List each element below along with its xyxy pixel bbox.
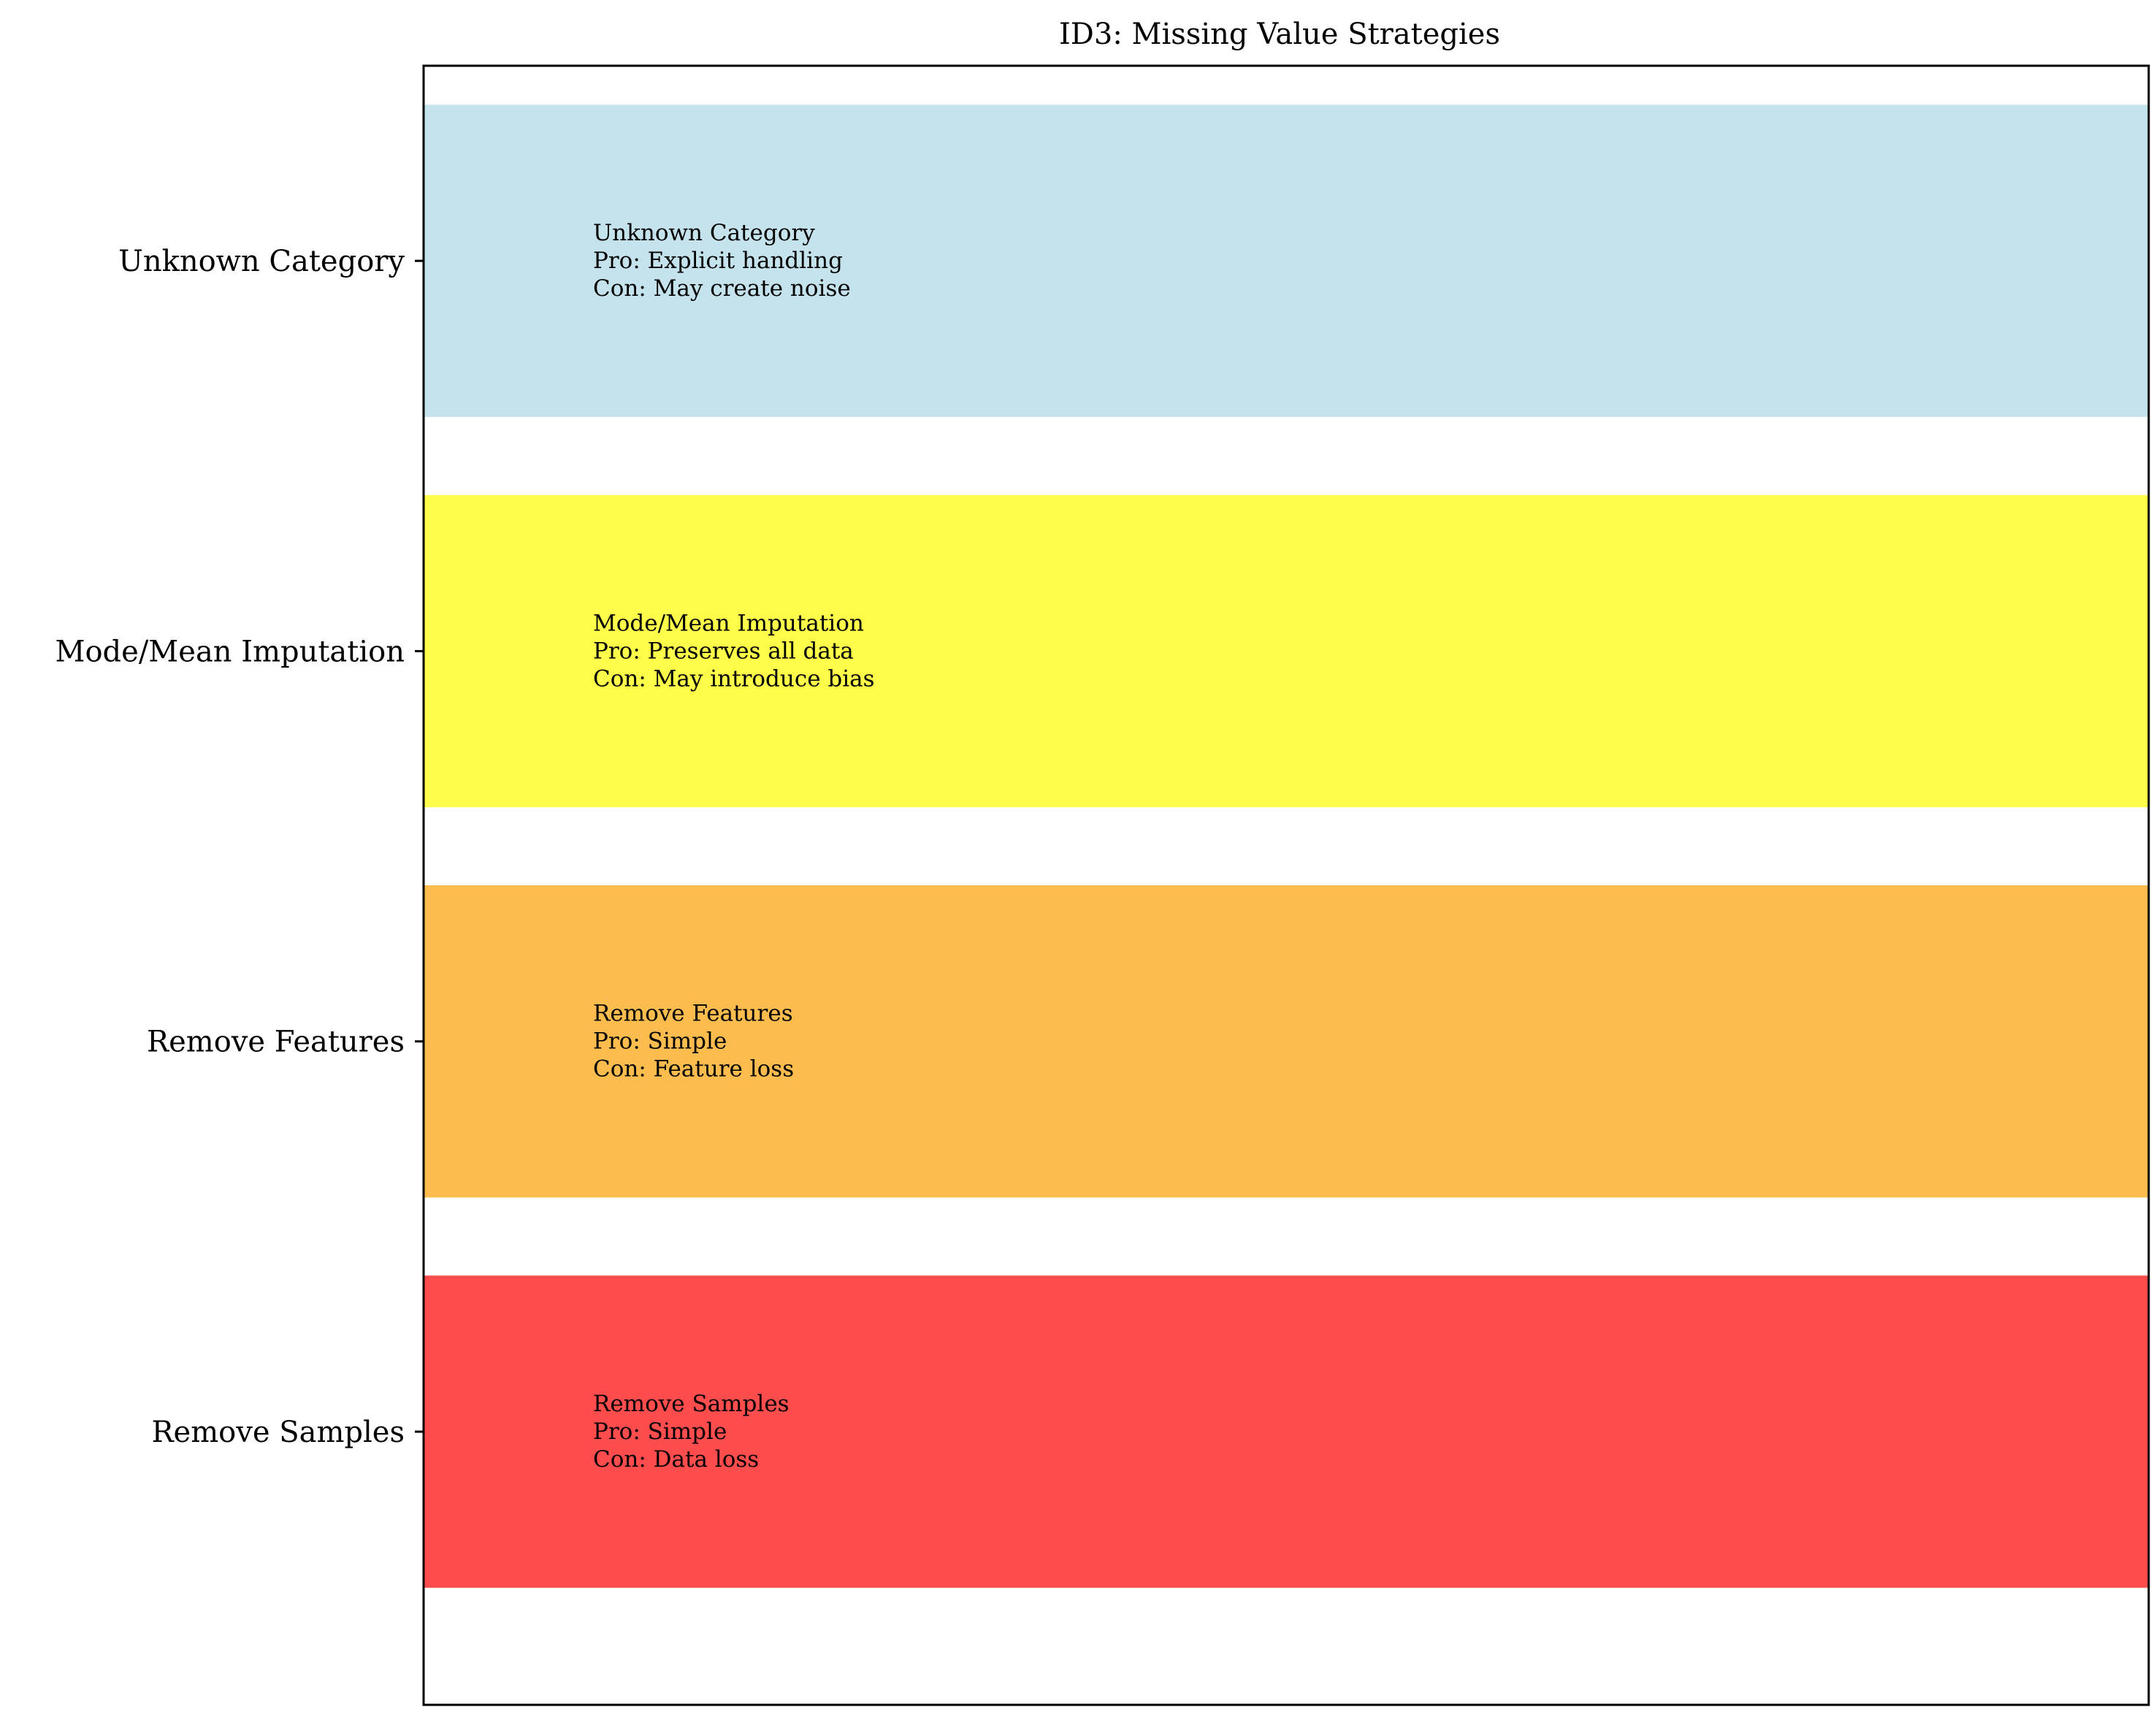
bar-annotation-line: Remove Samples (593, 1391, 790, 1417)
bar (424, 885, 2149, 1198)
y-tick-label: Mode/Mean Imputation (56, 635, 405, 668)
bar-annotation-line: Pro: Preserves all data (593, 638, 854, 664)
bar-annotation-line: Pro: Explicit handling (593, 248, 843, 274)
y-axis: Remove Samples Remove Features Mode/Mean I… (56, 245, 424, 1449)
bar (424, 104, 2149, 417)
y-tick-label: Unknown Category (118, 245, 405, 278)
bar-annotation-line: Con: Data loss (593, 1446, 759, 1473)
bar-annotation-line: Con: Feature loss (593, 1056, 794, 1083)
bar-annotation-line: Mode/Mean Imputation (593, 610, 864, 636)
bar (424, 1275, 2149, 1588)
bar-annotation-line: Con: May create noise (593, 275, 851, 302)
y-tick-label: Remove Samples (151, 1416, 405, 1449)
chart-title: ID3: Missing Value Strategies (1059, 18, 1500, 51)
bars (424, 104, 2149, 1588)
bar-annotation-line: Pro: Simple (593, 1419, 727, 1445)
plot-frame (422, 64, 2150, 1706)
bar-annotation-line: Remove Features (593, 1001, 793, 1027)
bar-annotation-line: Con: May introduce bias (593, 665, 875, 692)
y-tick-label: Remove Features (147, 1026, 405, 1059)
bar (424, 495, 2149, 808)
bar-annotation-line: Pro: Simple (593, 1028, 727, 1055)
bar-annotation-line: Unknown Category (593, 220, 815, 246)
